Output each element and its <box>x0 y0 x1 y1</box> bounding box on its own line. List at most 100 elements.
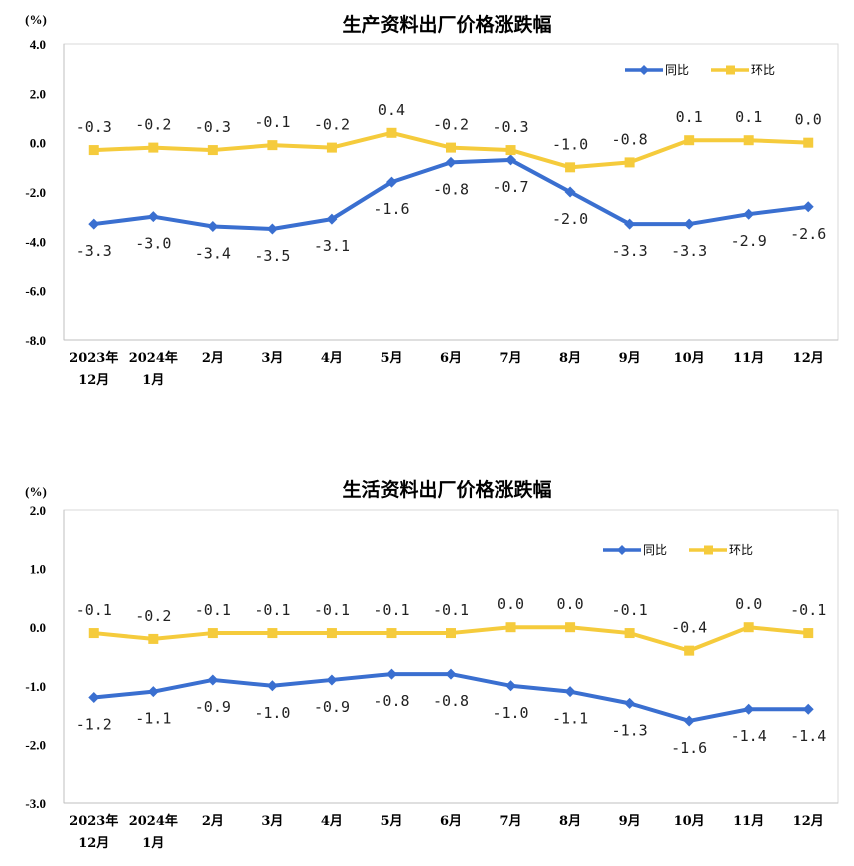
yoy-point <box>505 680 517 692</box>
mom-point <box>148 142 159 153</box>
yoy-point <box>445 668 457 680</box>
yoy-point <box>147 686 159 698</box>
mom-data-label: 0.4 <box>378 101 405 119</box>
mom-data-label: -0.3 <box>195 118 231 136</box>
yoy-point <box>207 221 219 233</box>
x-tick-label: 1月 <box>142 373 164 388</box>
mom-point <box>207 145 218 156</box>
yoy-point <box>147 211 159 223</box>
x-tick-label: 5月 <box>380 814 402 829</box>
y-tick-label: -1.0 <box>25 679 46 694</box>
legend: 同比 环比 <box>603 543 753 557</box>
x-tick-label: 12月 <box>793 351 824 366</box>
yoy-data-label: -2.9 <box>731 232 767 250</box>
yoy-data-label: -1.4 <box>731 727 767 745</box>
yoy-data-label: -0.9 <box>314 698 350 716</box>
yoy-point <box>385 176 397 188</box>
mom-data-label: -0.1 <box>254 113 290 131</box>
plot-area <box>63 43 839 341</box>
mom-data-label: -0.1 <box>254 601 290 619</box>
legend-yoy-label: 同比 <box>643 543 667 557</box>
mom-point <box>446 142 456 153</box>
mom-data-label: -0.1 <box>314 601 350 619</box>
yoy-point <box>207 674 219 686</box>
mom-data-label: 0.0 <box>735 595 762 613</box>
yoy-point <box>624 697 636 709</box>
yoy-data-label: -1.0 <box>492 704 528 722</box>
mom-data-label: 0.0 <box>497 595 524 613</box>
mom-data-label: -0.1 <box>76 601 112 619</box>
yoy-point <box>683 218 695 230</box>
mom-data-label: -0.1 <box>195 601 231 619</box>
yoy-point <box>743 208 755 220</box>
yoy-point <box>683 715 695 727</box>
yoy-data-label: -1.4 <box>790 727 826 745</box>
mom-point <box>565 622 576 633</box>
x-tick-label: 6月 <box>440 351 462 366</box>
x-tick-label: 3月 <box>261 814 283 829</box>
mom-point <box>88 145 99 156</box>
x-tick-label: 10月 <box>674 351 705 366</box>
mom-point <box>505 622 516 633</box>
y-tick-label: 0.0 <box>30 136 46 151</box>
mom-data-label: -0.2 <box>314 116 350 134</box>
y-tick-label: -6.0 <box>25 284 46 299</box>
yoy-point <box>505 154 517 166</box>
yoy-data-label: -1.0 <box>254 704 290 722</box>
x-tick-label: 7月 <box>500 814 522 829</box>
yoy-point <box>266 680 278 692</box>
mom-data-label: -0.1 <box>612 601 648 619</box>
mom-point <box>505 145 516 156</box>
mom-data-label: -0.2 <box>135 607 171 625</box>
yoy-data-label: -1.3 <box>612 721 648 739</box>
legend-mom-marker <box>704 545 713 555</box>
x-tick-label: 10月 <box>674 814 705 829</box>
mom-point <box>684 135 695 146</box>
mom-point <box>624 628 635 639</box>
yoy-data-label: -3.5 <box>254 247 290 265</box>
mom-point <box>267 140 278 151</box>
mom-data-label: -0.1 <box>790 601 826 619</box>
mom-point <box>743 135 754 146</box>
yoy-data-label: -0.8 <box>373 692 409 710</box>
chart-title: 生活资料出厂价格涨跌幅 <box>342 478 551 501</box>
mom-data-label: -0.3 <box>76 118 112 136</box>
mom-point <box>267 628 278 639</box>
mom-point <box>148 633 159 644</box>
yoy-point <box>385 668 397 680</box>
mom-data-label: 0.0 <box>795 111 822 129</box>
x-tick-label: 2024年 <box>129 350 178 366</box>
y-tick-label: 2.0 <box>30 503 46 518</box>
mom-point <box>803 137 814 148</box>
y-tick-label: -3.0 <box>25 796 46 811</box>
yoy-data-label: -3.3 <box>671 242 707 260</box>
yoy-point <box>88 692 100 704</box>
x-tick-label: 3月 <box>261 351 283 366</box>
mom-data-label: -0.4 <box>671 619 707 637</box>
yoy-point <box>88 218 100 230</box>
mom-point <box>386 628 397 639</box>
yoy-point <box>564 686 576 698</box>
mom-data-label: -0.1 <box>373 601 409 619</box>
mom-data-label: 0.0 <box>557 595 584 613</box>
x-tick-label: 2月 <box>202 351 224 366</box>
mom-data-label: -0.2 <box>135 116 171 134</box>
yoy-data-label: -3.3 <box>612 242 648 260</box>
x-tick-label: 9月 <box>619 814 641 829</box>
x-tick-label: 11月 <box>733 351 764 366</box>
y-tick-label: -2.0 <box>25 185 46 200</box>
y-tick-label: 0.0 <box>30 620 46 635</box>
x-tick-label: 12月 <box>793 814 824 829</box>
y-tick-label: 4.0 <box>30 37 46 52</box>
legend-yoy-label: 同比 <box>665 63 689 77</box>
x-tick-label: 7月 <box>500 351 522 366</box>
yoy-point <box>266 223 278 235</box>
producer-chart: 生产资料出厂价格涨跌幅 (%) 4.0 2.0 0.0 -2.0 -4.0 -6.0 -8.0 2… <box>25 12 839 388</box>
y-tick-label: -2.0 <box>25 737 46 752</box>
yoy-data-label: -0.7 <box>492 178 528 196</box>
x-tick-label: 2023年 <box>69 350 118 366</box>
y-tick-label: -4.0 <box>25 234 46 249</box>
legend-yoy-marker <box>639 65 649 75</box>
mom-point <box>207 628 218 639</box>
